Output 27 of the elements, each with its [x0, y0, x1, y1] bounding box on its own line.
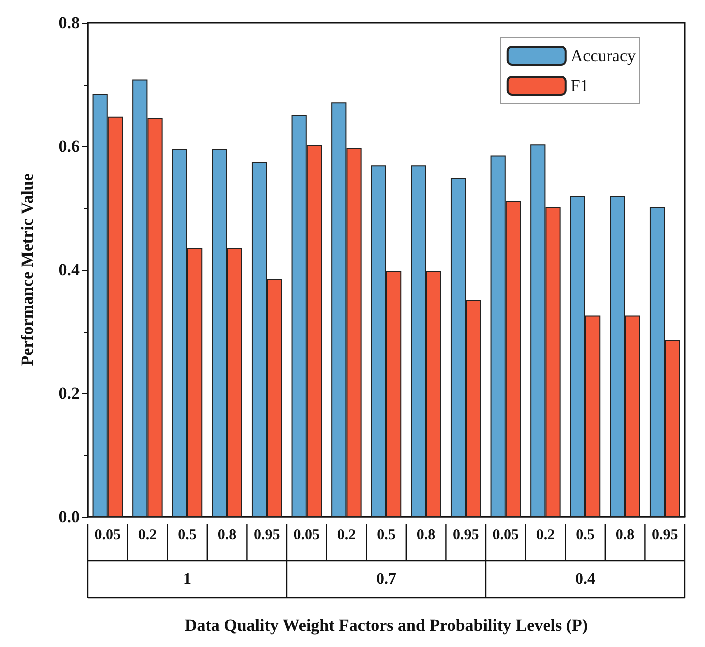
x-tick-label: 0.8	[218, 528, 237, 544]
text: 0.4	[576, 571, 596, 588]
legend-label: F1	[570, 76, 589, 96]
x-tick-label: 0.5	[178, 528, 197, 544]
text: 1	[184, 571, 192, 588]
x-tick-label: 0.2	[536, 528, 556, 544]
x-tick-label: 0.95	[452, 528, 480, 544]
y-tick-label: 0.4	[58, 260, 80, 280]
x-tick-label: 0.2	[337, 528, 356, 544]
y-tick-label: 0.8	[58, 14, 80, 32]
x-tick-label: 0.05	[94, 528, 122, 544]
x-tick-label: 0.8	[616, 528, 635, 544]
y-axis-title: Performance Metric Value	[18, 173, 37, 366]
x-axis-title: Data Quality Weight Factors and Probability Levels (P)	[184, 616, 588, 635]
x-tick-label: 0.5	[576, 528, 595, 544]
x-tick-label: 0.95	[254, 528, 280, 544]
x-tick-label: 0.5	[377, 528, 396, 544]
y-tick-label: 0.6	[58, 137, 80, 156]
y-tick-label: 0.2	[58, 384, 80, 403]
x-tick-label: 0.2	[138, 528, 158, 544]
x-tick-label: 0.95	[652, 528, 678, 544]
x-tick-label: 0.05	[492, 528, 520, 544]
x-tick-label: 0.05	[294, 528, 320, 544]
y-tick-label: 0.0	[58, 508, 80, 526]
text: 0.7	[376, 571, 396, 588]
x-tick-label: 0.8	[416, 528, 436, 544]
legend-label: Accuracy	[570, 46, 636, 66]
